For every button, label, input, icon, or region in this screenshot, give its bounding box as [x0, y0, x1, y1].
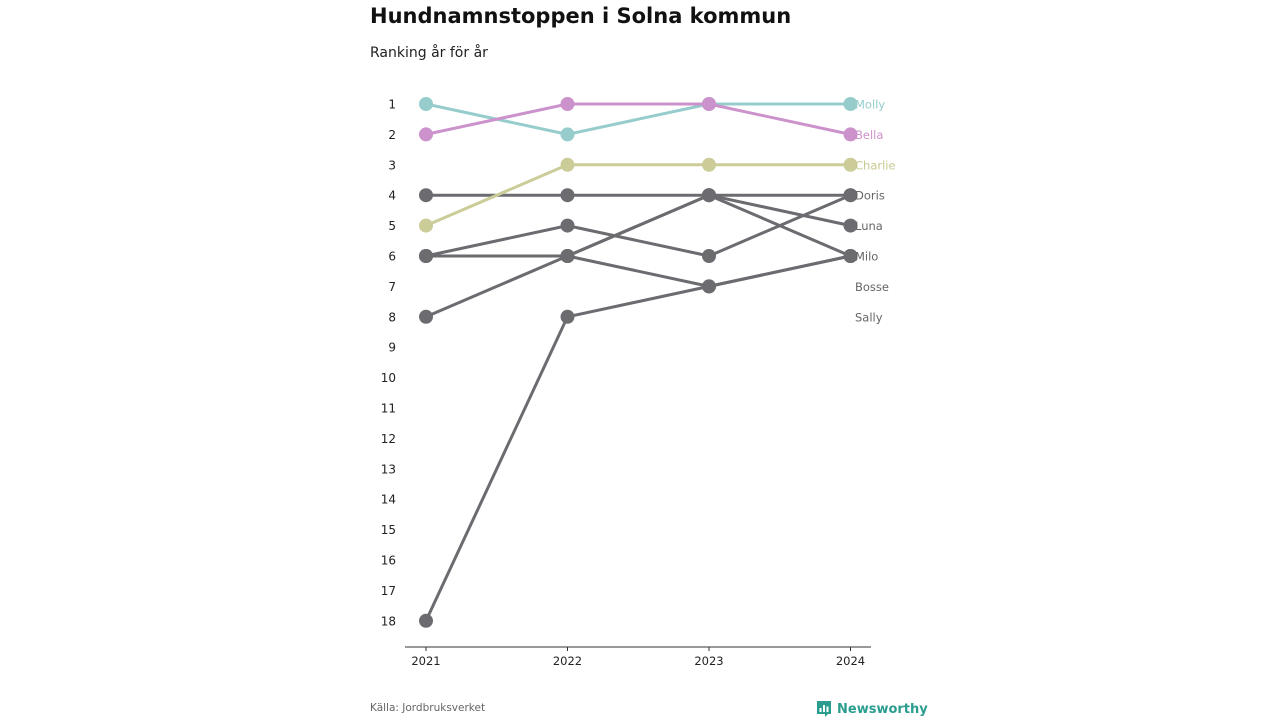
series-line	[425, 102, 851, 136]
y-tick-label: 12	[381, 432, 396, 446]
series-line	[426, 193, 852, 258]
x-tick-label: 2024	[836, 654, 865, 668]
x-tick-label: 2023	[694, 654, 723, 668]
end-label: Bella	[855, 128, 883, 142]
data-point	[560, 218, 575, 233]
y-tick-label: 9	[388, 341, 396, 355]
source-note: Källa: Jordbruksverket	[370, 702, 486, 714]
data-point	[419, 127, 433, 142]
data-point	[419, 249, 433, 263]
end-label: Doris	[855, 189, 885, 203]
y-tick-label: 14	[381, 493, 396, 507]
data-point	[843, 127, 858, 142]
brand-name: Newsworthy	[837, 701, 928, 717]
data-point	[419, 97, 433, 111]
end-label: Charlie	[855, 158, 896, 172]
data-point	[560, 127, 575, 142]
series-markers	[419, 97, 858, 628]
y-tick-label: 11	[381, 402, 396, 416]
y-tick-label: 15	[381, 523, 396, 537]
data-point	[702, 249, 716, 263]
data-point	[419, 309, 433, 324]
data-point	[843, 249, 858, 263]
series-line	[426, 254, 851, 288]
y-tick-label: 5	[388, 219, 396, 233]
end-labels: Molly Bella Charlie Doris Luna Milo Bosse Sally	[855, 98, 896, 325]
chart-title: Hundnamnstoppen i Solna kommun	[370, 4, 792, 28]
data-point	[560, 97, 575, 111]
y-tick-label: 8	[388, 310, 396, 324]
y-tick-label: 17	[381, 584, 396, 598]
series-line	[424, 254, 851, 622]
y-tick-label: 10	[381, 371, 396, 385]
data-point	[419, 188, 433, 203]
data-point	[419, 218, 433, 233]
bar-chart-icon	[817, 701, 831, 717]
y-tick-label: 16	[381, 554, 396, 568]
data-point	[843, 218, 858, 233]
data-point	[419, 613, 433, 628]
x-tick-label: 2021	[411, 654, 440, 668]
series-lines	[424, 102, 852, 622]
end-label: Bosse	[855, 280, 889, 294]
newsworthy-logo-link[interactable]: Newsworthy	[816, 700, 928, 718]
data-point	[843, 188, 858, 203]
end-label: Luna	[855, 219, 883, 233]
end-label: Molly	[855, 98, 885, 112]
y-tick-label: 3	[388, 158, 396, 172]
data-point	[560, 309, 575, 324]
y-tick-label: 2	[388, 128, 396, 142]
data-point	[702, 97, 716, 111]
data-point	[702, 157, 716, 172]
y-tick-label: 6	[388, 250, 396, 264]
data-point	[843, 97, 858, 111]
end-label: Milo	[855, 250, 878, 264]
data-point	[843, 157, 858, 172]
y-tick-label: 1	[388, 98, 396, 112]
chart-subtitle: Ranking år för år	[370, 45, 488, 61]
y-tick-label: 13	[381, 462, 396, 476]
series-line	[425, 163, 851, 227]
y-tick-label: 4	[388, 189, 396, 203]
y-tick-label: 7	[388, 280, 396, 294]
data-point	[702, 188, 716, 203]
data-point	[560, 249, 575, 263]
end-label: Sally	[855, 310, 883, 324]
data-point	[560, 188, 575, 203]
data-point	[560, 157, 575, 172]
x-tick-label: 2022	[553, 654, 582, 668]
data-point	[702, 279, 716, 294]
y-tick-label: 18	[381, 614, 396, 628]
x-axis-ticks: 2021 2022 2023 2024	[411, 647, 865, 668]
